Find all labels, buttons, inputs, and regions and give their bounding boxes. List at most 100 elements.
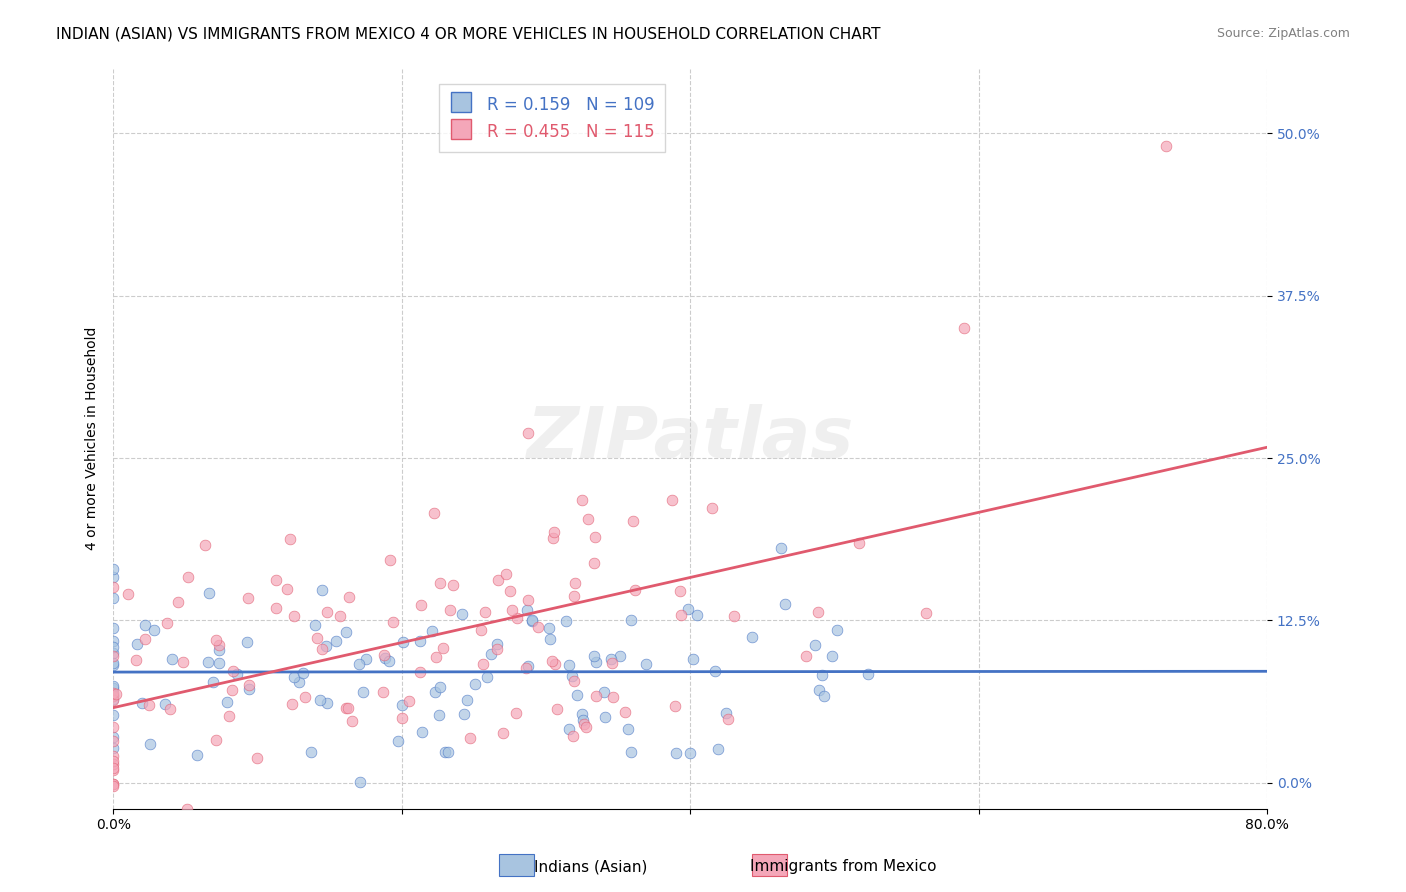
Point	[432, 640, 454, 655]
Point	[329, 608, 352, 623]
Point	[561, 669, 583, 683]
Point	[427, 707, 450, 722]
Point	[583, 530, 606, 544]
Point	[103, 693, 125, 707]
Point	[378, 654, 401, 668]
Point	[103, 777, 125, 791]
Point	[707, 742, 730, 756]
Point	[391, 711, 413, 725]
Point	[741, 630, 763, 644]
Point	[571, 706, 593, 721]
Point	[398, 694, 420, 708]
Point	[576, 511, 599, 525]
Point	[582, 557, 605, 571]
Point	[103, 658, 125, 673]
Point	[620, 613, 643, 627]
Point	[208, 638, 231, 652]
Text: Source: ZipAtlas.com: Source: ZipAtlas.com	[1216, 27, 1350, 40]
Point	[571, 492, 593, 507]
Point	[411, 725, 433, 739]
Point	[311, 642, 333, 657]
Point	[544, 657, 567, 671]
Point	[103, 570, 125, 584]
Point	[337, 590, 360, 604]
Point	[409, 633, 432, 648]
Point	[516, 593, 538, 607]
Point	[437, 746, 460, 760]
Point	[562, 673, 585, 688]
Point	[276, 582, 298, 597]
Point	[439, 603, 461, 617]
Point	[138, 698, 160, 713]
Point	[564, 575, 586, 590]
Point	[309, 693, 332, 707]
Point	[492, 726, 515, 740]
Y-axis label: 4 or more Vehicles in Household: 4 or more Vehicles in Household	[86, 326, 100, 550]
Point	[103, 679, 125, 693]
Point	[585, 689, 607, 703]
Point	[807, 683, 830, 698]
Point	[382, 615, 405, 629]
Point	[858, 667, 880, 681]
Point	[307, 632, 329, 646]
Point	[225, 667, 247, 681]
Point	[349, 657, 371, 672]
Point	[281, 698, 304, 712]
Legend: R = 0.159   N = 109, R = 0.455   N = 115: R = 0.159 N = 109, R = 0.455 N = 115	[439, 84, 665, 152]
Point	[236, 635, 259, 649]
Point	[335, 625, 357, 640]
Point	[374, 651, 396, 665]
Point	[617, 723, 640, 737]
Point	[562, 589, 585, 603]
Point	[186, 747, 208, 762]
Point	[501, 603, 523, 617]
Point	[543, 531, 565, 545]
Point	[238, 678, 260, 692]
Point	[456, 692, 478, 706]
Point	[103, 740, 125, 755]
Point	[668, 584, 690, 599]
Point	[131, 696, 153, 710]
Point	[264, 573, 287, 587]
Point	[103, 708, 125, 723]
Point	[371, 685, 394, 699]
Point	[477, 670, 499, 684]
Point	[103, 779, 125, 793]
Text: INDIAN (ASIAN) VS IMMIGRANTS FROM MEXICO 4 OR MORE VEHICLES IN HOUSEHOLD CORRELA: INDIAN (ASIAN) VS IMMIGRANTS FROM MEXICO…	[56, 27, 880, 42]
Point	[176, 802, 198, 816]
Point	[202, 674, 225, 689]
Point	[194, 538, 217, 552]
Point	[205, 732, 228, 747]
Point	[499, 583, 522, 598]
Point	[1154, 139, 1177, 153]
Point	[117, 587, 139, 601]
Point	[915, 606, 938, 620]
Point	[537, 621, 560, 635]
Point	[103, 656, 125, 670]
Point	[540, 654, 562, 668]
Point	[283, 609, 305, 624]
Point	[804, 638, 827, 652]
Point	[103, 761, 125, 775]
Point	[352, 684, 374, 698]
Point	[103, 591, 125, 606]
Point	[103, 646, 125, 660]
Point	[125, 637, 148, 651]
Point	[409, 665, 432, 679]
Point	[595, 710, 617, 724]
Point	[770, 541, 793, 555]
Point	[205, 632, 228, 647]
Point	[103, 734, 125, 748]
Point	[505, 706, 527, 720]
Point	[546, 702, 568, 716]
Point	[516, 602, 538, 616]
Point	[222, 664, 245, 678]
Point	[554, 614, 576, 628]
Point	[103, 691, 125, 706]
Point	[159, 702, 181, 716]
Point	[682, 651, 704, 665]
Point	[700, 500, 723, 515]
Point	[103, 756, 125, 771]
Point	[197, 655, 219, 669]
Point	[103, 562, 125, 576]
